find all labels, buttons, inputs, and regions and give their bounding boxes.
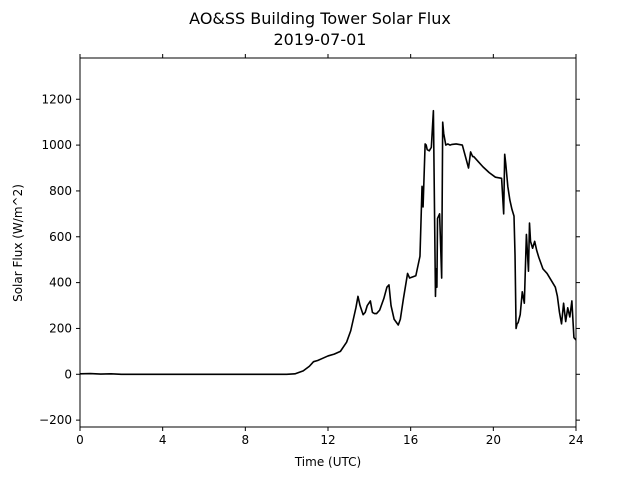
x-axis-ticks: 0 4 8 12 16 20 24 <box>76 54 584 447</box>
y-tick-label: −200 <box>39 413 72 427</box>
x-tick-label: 12 <box>320 433 335 447</box>
x-tick-label: 8 <box>242 433 250 447</box>
y-tick-label: 400 <box>49 276 72 290</box>
y-tick-label: 800 <box>49 184 72 198</box>
y-tick-label: 1200 <box>41 92 72 106</box>
y-tick-label: 1000 <box>41 138 72 152</box>
flux-series-line <box>80 109 576 376</box>
plot-frame <box>79 57 577 428</box>
y-tick-label: 600 <box>49 230 72 244</box>
chart-subtitle: 2019-07-01 <box>274 30 367 49</box>
x-tick-label: 4 <box>159 433 167 447</box>
x-tick-label: 24 <box>568 433 583 447</box>
y-tick-label: 0 <box>64 367 72 381</box>
y-axis-label: Solar Flux (W/m^2) <box>11 184 25 302</box>
y-axis-ticks: −200 0 200 400 600 800 1000 1200 <box>39 92 580 427</box>
x-axis-label: Time (UTC) <box>294 455 361 469</box>
x-tick-label: 0 <box>76 433 84 447</box>
x-tick-label: 16 <box>403 433 418 447</box>
plot-area <box>80 109 576 376</box>
y-tick-label: 200 <box>49 321 72 335</box>
chart-title: AO&SS Building Tower Solar Flux <box>189 9 451 28</box>
x-tick-label: 20 <box>486 433 501 447</box>
